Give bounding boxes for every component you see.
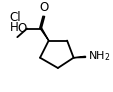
Text: H: H (10, 21, 18, 34)
Text: NH$_2$: NH$_2$ (87, 49, 109, 63)
Text: O: O (17, 22, 26, 35)
Text: Cl: Cl (10, 11, 21, 24)
Polygon shape (73, 56, 85, 58)
Text: O: O (39, 1, 49, 14)
Polygon shape (40, 28, 48, 41)
